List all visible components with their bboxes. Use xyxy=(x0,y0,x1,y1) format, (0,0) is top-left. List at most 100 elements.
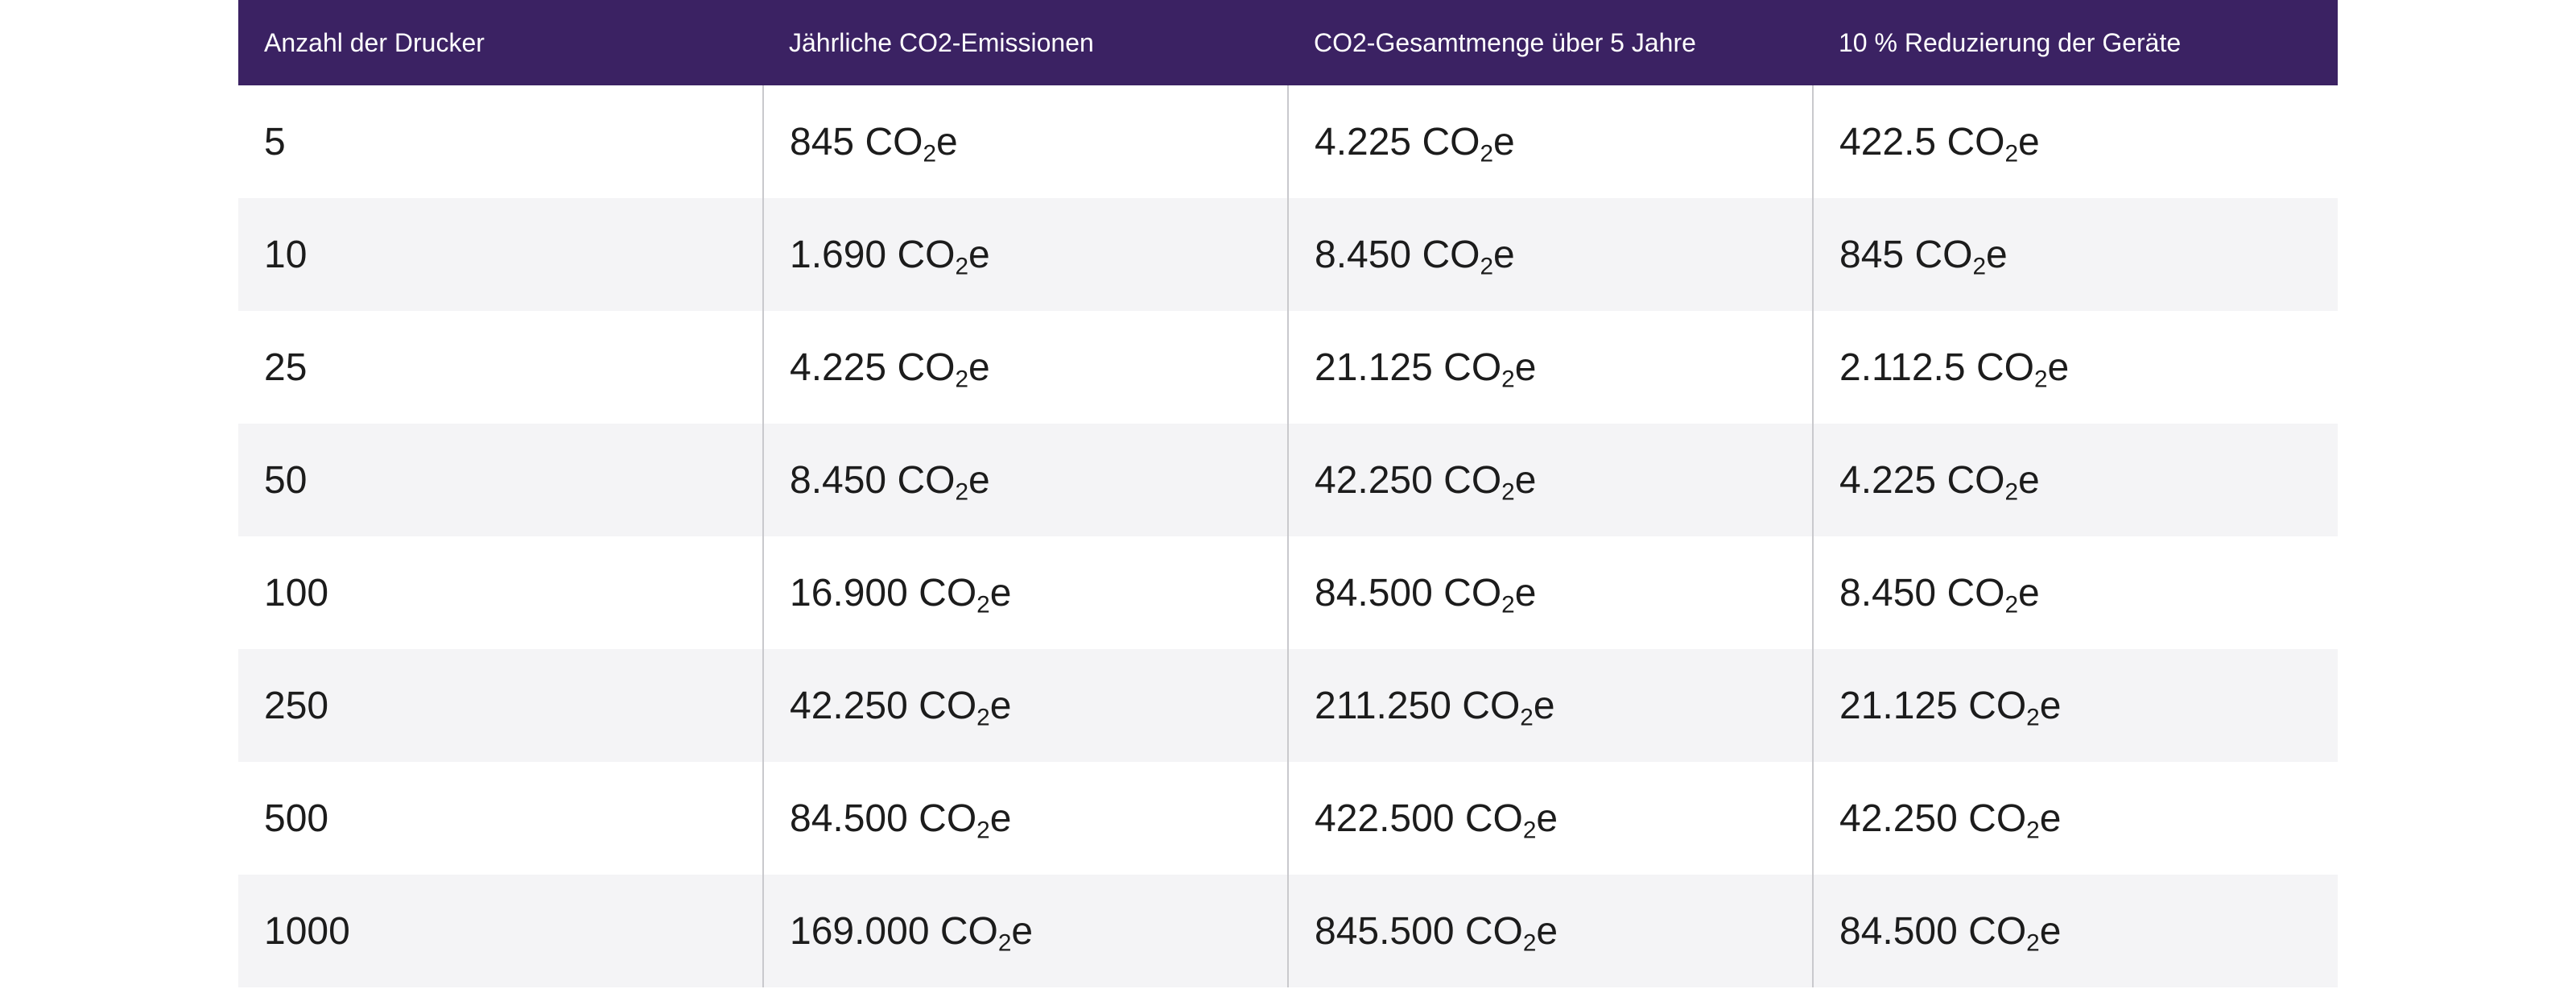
unit-suffix: e xyxy=(1514,458,1537,502)
unit-subscript: 2 xyxy=(976,703,990,730)
unit-prefix: CO xyxy=(1443,458,1502,502)
unit-subscript: 2 xyxy=(997,929,1012,956)
unit-subscript: 2 xyxy=(1522,816,1537,843)
cell-value: 211.250 xyxy=(1315,684,1451,727)
unit-prefix: CO xyxy=(919,797,977,840)
cell-value: 500 xyxy=(264,797,329,840)
unit-suffix: e xyxy=(2039,909,2062,953)
unit-prefix: CO xyxy=(1968,909,2027,953)
unit-prefix: CO xyxy=(1462,684,1521,727)
cell-value: 422.500 xyxy=(1315,797,1455,840)
unit-suffix: e xyxy=(1985,233,2008,276)
unit-subscript: 2 xyxy=(976,590,990,618)
unit-suffix: e xyxy=(1533,684,1555,727)
unit-prefix: CO xyxy=(919,684,977,727)
unit-subscript: 2 xyxy=(955,478,969,505)
header-printer-count: Anzahl der Drucker xyxy=(264,27,485,57)
unit-suffix: e xyxy=(968,233,990,276)
unit-subscript: 2 xyxy=(2004,139,2019,167)
cell-annual-emissions: 4.225 CO2e xyxy=(762,311,1288,424)
unit-prefix: CO xyxy=(919,571,977,615)
cell-printer-count: 50 xyxy=(238,424,763,536)
unit-prefix: CO xyxy=(1946,120,2005,163)
unit-suffix: e xyxy=(1536,797,1558,840)
unit-subscript: 2 xyxy=(2033,365,2048,392)
cell-printer-count: 500 xyxy=(238,762,763,875)
unit-suffix: e xyxy=(1493,120,1515,163)
header-row: Anzahl der Drucker Jährliche CO2-Emissio… xyxy=(238,0,2338,85)
unit-prefix: CO xyxy=(1968,684,2027,727)
cell-value: 42.250 xyxy=(1839,797,1958,840)
unit-suffix: e xyxy=(2039,684,2062,727)
cell-printer-count: 1000 xyxy=(238,875,763,987)
cell-value: 8.450 xyxy=(1839,571,1937,615)
cell-five-year-total: 422.500 CO2e xyxy=(1287,762,1813,875)
unit-subscript: 2 xyxy=(1972,252,1986,279)
cell-annual-emissions: 169.000 CO2e xyxy=(762,875,1288,987)
cell-value: 50 xyxy=(264,458,308,502)
unit-prefix: CO xyxy=(1946,458,2005,502)
cell-five-year-total: 21.125 CO2e xyxy=(1287,311,1813,424)
unit-subscript: 2 xyxy=(1520,703,1534,730)
cell-value: 4.225 xyxy=(790,346,887,389)
header-ten-percent-reduction: 10 % Reduzierung der Geräte xyxy=(1839,27,2182,57)
unit-prefix: CO xyxy=(865,120,923,163)
unit-subscript: 2 xyxy=(1501,365,1515,392)
cell-printer-count: 250 xyxy=(238,649,763,762)
unit-suffix: e xyxy=(989,571,1012,615)
cell-ten-percent-reduction: 4.225 CO2e xyxy=(1812,424,2338,536)
unit-prefix: CO xyxy=(1464,797,1523,840)
cell-printer-count: 5 xyxy=(238,85,763,198)
cell-value: 4.225 xyxy=(1315,120,1412,163)
unit-prefix: CO xyxy=(897,346,956,389)
cell-ten-percent-reduction: 422.5 CO2e xyxy=(1812,85,2338,198)
cell-value: 84.500 xyxy=(790,797,908,840)
unit-prefix: CO xyxy=(1422,233,1480,276)
cell-value: 16.900 xyxy=(790,571,908,615)
unit-suffix: e xyxy=(2047,346,2070,389)
unit-suffix: e xyxy=(1011,909,1034,953)
unit-subscript: 2 xyxy=(2004,590,2019,618)
co2-emissions-table: Anzahl der Drucker Jährliche CO2-Emissio… xyxy=(238,0,2338,987)
unit-subscript: 2 xyxy=(2026,929,2040,956)
unit-suffix: e xyxy=(935,120,958,163)
table-row: 250 42.250 CO2e 211.250 CO2e 21.125 CO2e xyxy=(238,649,2338,762)
unit-prefix: CO xyxy=(1443,346,1502,389)
cell-five-year-total: 84.500 CO2e xyxy=(1287,536,1813,649)
unit-suffix: e xyxy=(989,684,1012,727)
unit-subscript: 2 xyxy=(976,816,990,843)
cell-value: 169.000 xyxy=(790,909,930,953)
cell-value: 42.250 xyxy=(790,684,908,727)
cell-ten-percent-reduction: 845 CO2e xyxy=(1812,198,2338,311)
unit-subscript: 2 xyxy=(955,252,969,279)
unit-suffix: e xyxy=(1493,233,1515,276)
unit-subscript: 2 xyxy=(955,365,969,392)
cell-value: 25 xyxy=(264,346,308,389)
table-row: 25 4.225 CO2e 21.125 CO2e 2.112.5 CO2e xyxy=(238,311,2338,424)
table-row: 1000 169.000 CO2e 845.500 CO2e 84.500 CO2e xyxy=(238,875,2338,987)
cell-value: 10 xyxy=(264,233,308,276)
cell-ten-percent-reduction: 84.500 CO2e xyxy=(1812,875,2338,987)
unit-subscript: 2 xyxy=(2026,816,2040,843)
cell-ten-percent-reduction: 8.450 CO2e xyxy=(1812,536,2338,649)
table-row: 500 84.500 CO2e 422.500 CO2e 42.250 CO2e xyxy=(238,762,2338,875)
cell-value: 4.225 xyxy=(1839,458,1937,502)
cell-annual-emissions: 8.450 CO2e xyxy=(762,424,1288,536)
unit-suffix: e xyxy=(968,346,990,389)
cell-printer-count: 25 xyxy=(238,311,763,424)
cell-five-year-total: 211.250 CO2e xyxy=(1287,649,1813,762)
unit-prefix: CO xyxy=(1464,909,1523,953)
cell-five-year-total: 845.500 CO2e xyxy=(1287,875,1813,987)
header-annual-emissions: Jährliche CO2-Emissionen xyxy=(789,27,1094,57)
cell-value: 422.5 xyxy=(1839,120,1937,163)
cell-ten-percent-reduction: 2.112.5 CO2e xyxy=(1812,311,2338,424)
unit-prefix: CO xyxy=(1422,120,1480,163)
table-header: Anzahl der Drucker Jährliche CO2-Emissio… xyxy=(238,0,2338,85)
cell-value: 2.112.5 xyxy=(1839,346,1966,389)
unit-prefix: CO xyxy=(1975,346,2034,389)
cell-value: 845.500 xyxy=(1315,909,1455,953)
unit-prefix: CO xyxy=(1946,571,2005,615)
unit-subscript: 2 xyxy=(1522,929,1537,956)
cell-value: 84.500 xyxy=(1315,571,1433,615)
header-five-year-total: CO2-Gesamtmenge über 5 Jahre xyxy=(1314,27,1696,57)
